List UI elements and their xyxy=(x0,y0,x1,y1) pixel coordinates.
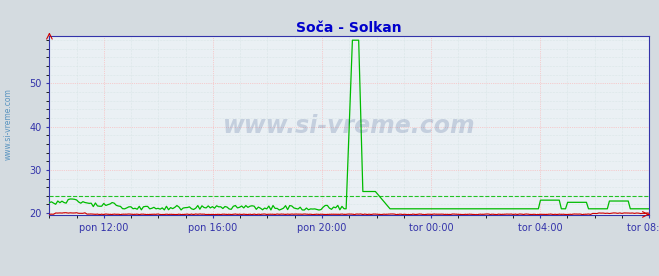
Text: www.si-vreme.com: www.si-vreme.com xyxy=(223,114,476,137)
Title: Soča - Solkan: Soča - Solkan xyxy=(297,21,402,35)
Text: www.si-vreme.com: www.si-vreme.com xyxy=(3,88,13,160)
